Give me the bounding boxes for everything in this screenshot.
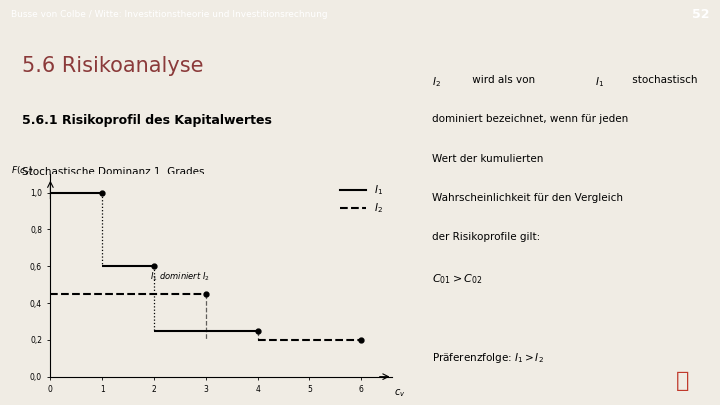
Text: 🐻: 🐻 bbox=[675, 371, 689, 391]
Text: Wert der kumulierten: Wert der kumulierten bbox=[432, 154, 543, 164]
Text: $I_2$: $I_2$ bbox=[432, 75, 441, 89]
Text: $C_{01} > C_{02}$: $C_{01} > C_{02}$ bbox=[432, 272, 482, 286]
Text: $F(c_v)$: $F(c_v)$ bbox=[11, 164, 33, 177]
Text: Stochastische Dominanz 1. Grades: Stochastische Dominanz 1. Grades bbox=[22, 167, 205, 177]
Text: 5.6.1 Risikoprofil des Kapitalwertes: 5.6.1 Risikoprofil des Kapitalwertes bbox=[22, 114, 272, 127]
Legend: $I_1$, $I_2$: $I_1$, $I_2$ bbox=[336, 179, 387, 220]
Text: 52: 52 bbox=[692, 9, 709, 21]
Text: Wahrscheinlichkeit für den Vergleich: Wahrscheinlichkeit für den Vergleich bbox=[432, 193, 623, 203]
Text: Präferenzfolge: $I_1 > I_2$: Präferenzfolge: $I_1 > I_2$ bbox=[432, 351, 544, 365]
Text: Busse von Colbe / Witte: Investitionstheorie und Investitionsrechnung: Busse von Colbe / Witte: Investitionsthe… bbox=[11, 11, 328, 19]
Text: $I_1$: $I_1$ bbox=[595, 75, 604, 89]
Text: wird als von: wird als von bbox=[469, 75, 539, 85]
Text: $I_1$ dominiert $I_2$: $I_1$ dominiert $I_2$ bbox=[150, 270, 210, 283]
Text: der Risikoprofile gilt:: der Risikoprofile gilt: bbox=[432, 232, 540, 243]
Text: dominiert bezeichnet, wenn für jeden: dominiert bezeichnet, wenn für jeden bbox=[432, 114, 628, 124]
Text: stochastisch: stochastisch bbox=[629, 75, 698, 85]
Text: 5.6 Risikoanalyse: 5.6 Risikoanalyse bbox=[22, 56, 204, 76]
Text: $c_v$: $c_v$ bbox=[395, 388, 406, 399]
